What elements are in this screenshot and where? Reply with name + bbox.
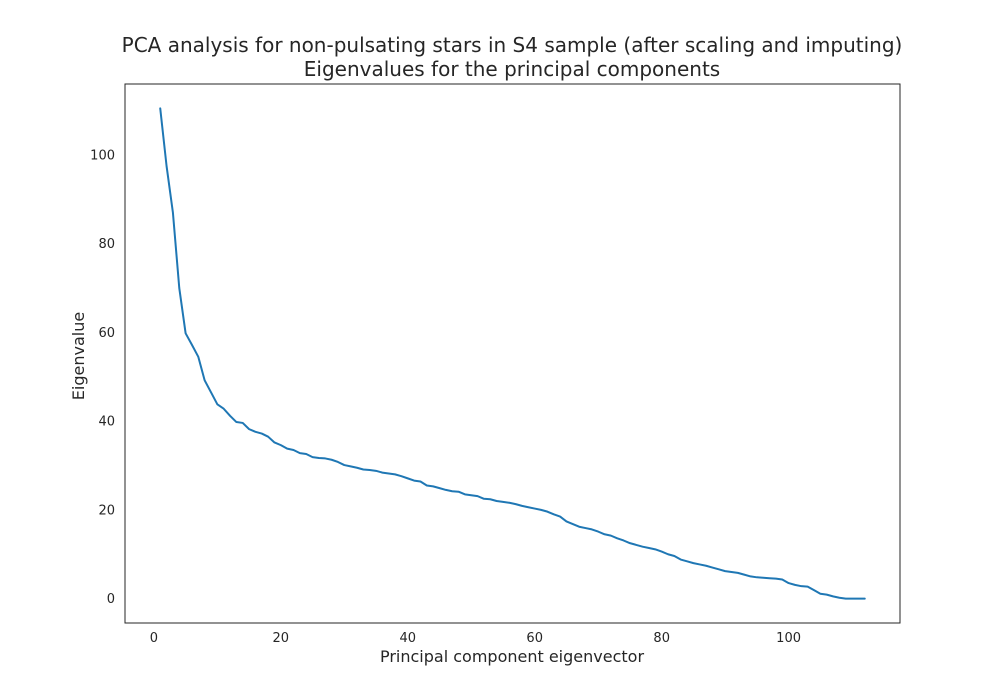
y-axis-ticks: 0 20 40 60 80 100 [90,149,115,608]
x-tick-label: 40 [400,631,417,646]
x-tick-label: 0 [150,631,158,646]
chart-title-line-1: PCA analysis for non-pulsating stars in … [122,33,903,57]
plot-frame [124,83,901,624]
y-axis-label: Eigenvalue [69,312,88,400]
x-tick-label: 60 [526,631,543,646]
chart-title-line-2: Eigenvalues for the principal components [304,57,720,81]
x-tick-label: 80 [653,631,670,646]
y-tick-label: 40 [98,415,115,430]
y-tick-label: 60 [98,326,115,341]
y-tick-label: 80 [98,237,115,252]
eigenvalue-series-line [159,107,866,600]
x-tick-label: 100 [776,631,801,646]
y-tick-label: 100 [90,149,115,164]
y-tick-label: 20 [98,503,115,518]
x-tick-label: 20 [273,631,290,646]
x-axis-label: Principal component eigenvector [380,647,644,666]
x-axis-ticks: 0 20 40 60 80 100 [150,631,801,646]
y-tick-label: 0 [107,592,115,607]
